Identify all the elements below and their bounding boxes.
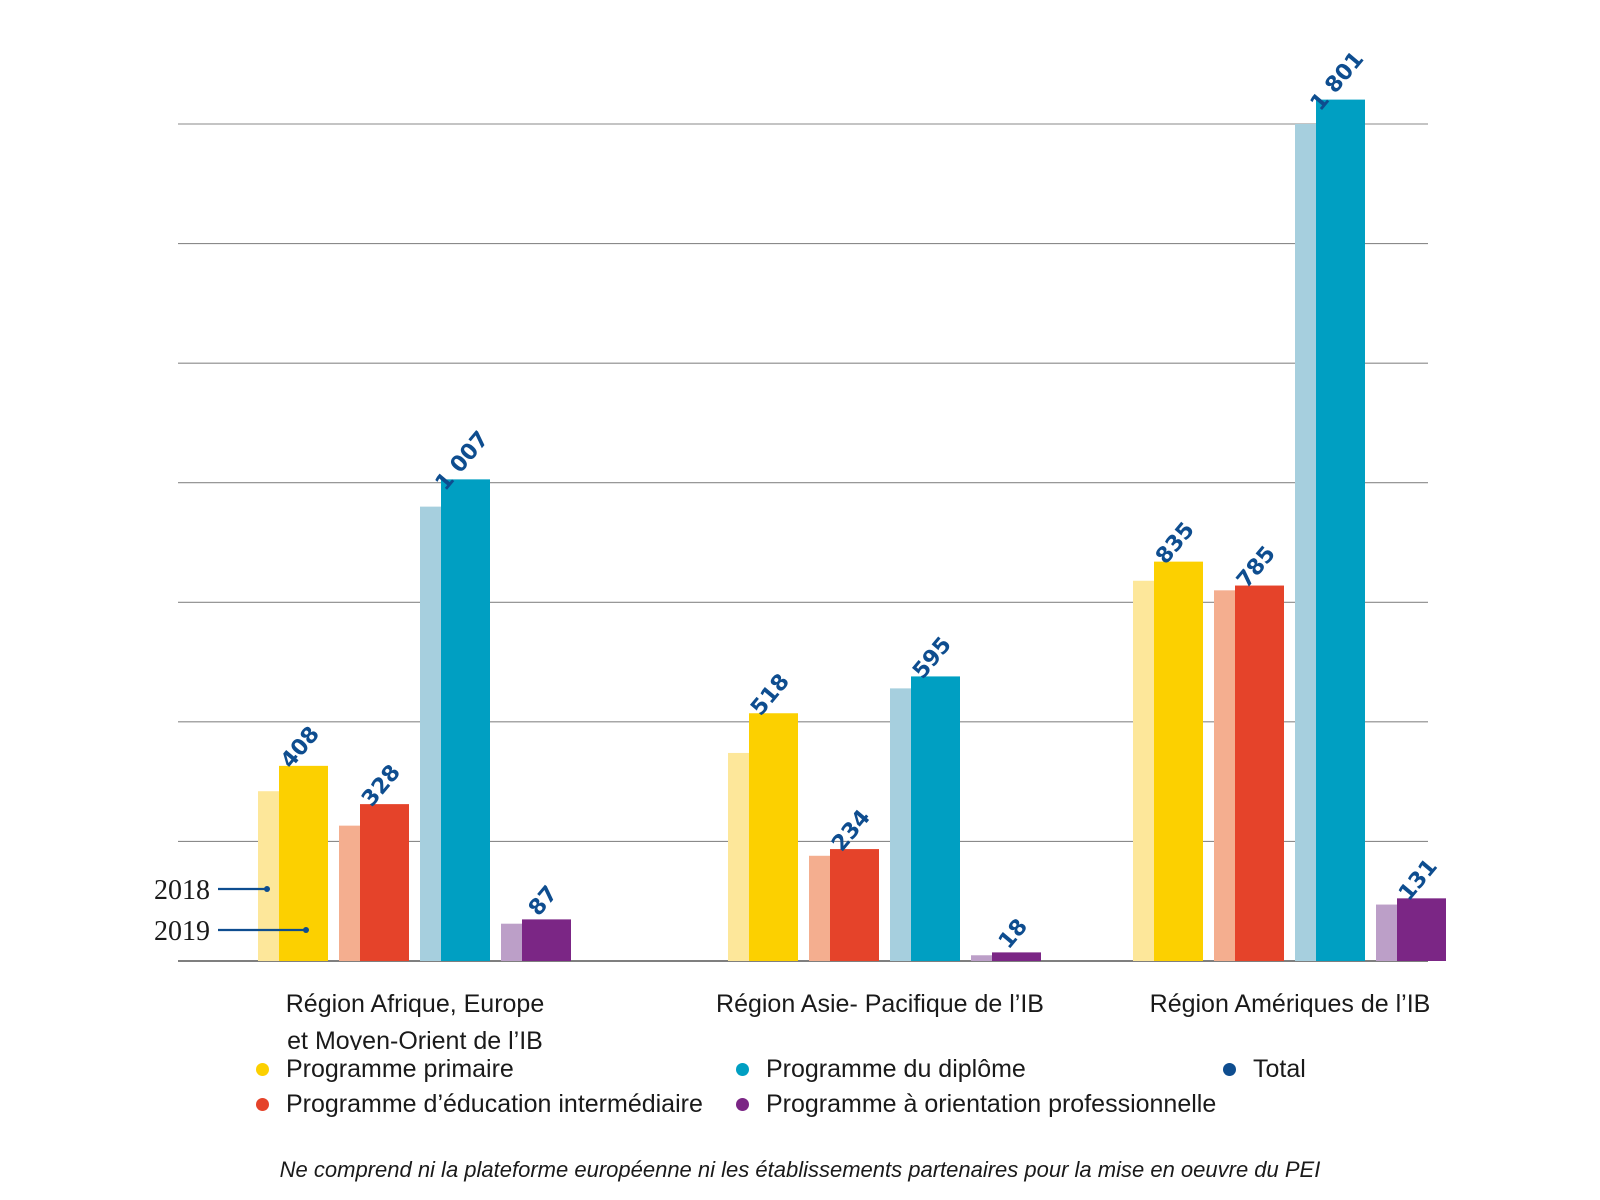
value-label: 835 [1151, 518, 1200, 569]
bar-2019 [1154, 561, 1203, 961]
legend-item-professionnelle: Programme à orientation professionnelle [736, 1087, 1216, 1121]
bar-2018 [890, 688, 912, 961]
legend-item-intermediaire: Programme d’éducation intermédiaire [256, 1087, 703, 1121]
bar-2019 [911, 676, 960, 961]
category-label: Région Amériques de l’IB [1150, 990, 1431, 1018]
value-label: 408 [276, 722, 325, 773]
legend-label: Programme du diplôme [766, 1054, 1026, 1083]
bar-2018 [501, 923, 523, 961]
year-label: 2019 [154, 916, 210, 947]
bar-2018 [339, 825, 361, 961]
bar-2018 [728, 752, 750, 961]
year-pointer-dot [303, 927, 309, 933]
value-label: 785 [1232, 542, 1281, 593]
legend-dot-icon [1223, 1062, 1236, 1076]
bar-2019 [830, 849, 879, 961]
legend-label: Total [1253, 1054, 1306, 1083]
bar-2018 [971, 955, 993, 961]
bar-2019 [1235, 585, 1284, 961]
bar-2019 [441, 479, 490, 961]
legend-item-total: Total [1223, 1052, 1306, 1086]
value-label: 518 [746, 669, 795, 720]
legend-dot-icon [736, 1097, 749, 1111]
value-label: 595 [908, 633, 957, 684]
bar-2019 [749, 713, 798, 961]
value-label: 234 [827, 805, 876, 856]
legend-dot-icon [736, 1062, 749, 1076]
year-markers: 2018 2019 [154, 875, 309, 947]
value-label: 131 [1394, 855, 1443, 906]
value-label: 18 [994, 914, 1033, 954]
bar-2018 [1295, 124, 1317, 961]
bar-2019 [522, 919, 571, 961]
legend: Programme primaire Programme du diplôme … [256, 1052, 1356, 1142]
category-label: Région Afrique, Europe [286, 990, 545, 1018]
year-label: 2018 [154, 875, 210, 906]
category-labels: Région Afrique, Europe et Moyen-Orient de… [286, 990, 1431, 1050]
category-label: Région Asie- Pacifique de l’IB [716, 990, 1044, 1018]
legend-item-diplome: Programme du diplôme [736, 1052, 1026, 1086]
bar-2018 [809, 855, 831, 961]
bar-2019 [360, 804, 409, 961]
bar-2019 [1316, 99, 1365, 962]
footnote: Ne comprend ni la plateforme européenne … [279, 1157, 1321, 1182]
bar-2019 [1397, 898, 1446, 961]
year-pointer-dot [264, 886, 270, 892]
value-label: 328 [357, 760, 406, 811]
bar-2019 [279, 765, 328, 961]
bar-2018 [420, 506, 442, 961]
bar-2018 [1376, 904, 1398, 961]
legend-label: Programme d’éducation intermédiaire [286, 1089, 703, 1118]
legend-label: Programme à orientation professionnelle [766, 1089, 1217, 1118]
legend-item-primaire: Programme primaire [256, 1052, 514, 1086]
value-label: 87 [524, 881, 563, 921]
bar-2018 [1133, 580, 1155, 961]
bars [258, 99, 1446, 962]
bar-2018 [258, 791, 280, 961]
legend-dot-icon [256, 1097, 269, 1111]
legend-label: Programme primaire [286, 1054, 514, 1083]
legend-dot-icon [256, 1062, 269, 1076]
bar-2018 [1214, 590, 1236, 961]
category-label: et Moyen-Orient de l’IB [287, 1027, 543, 1050]
bar-2019 [992, 952, 1041, 961]
